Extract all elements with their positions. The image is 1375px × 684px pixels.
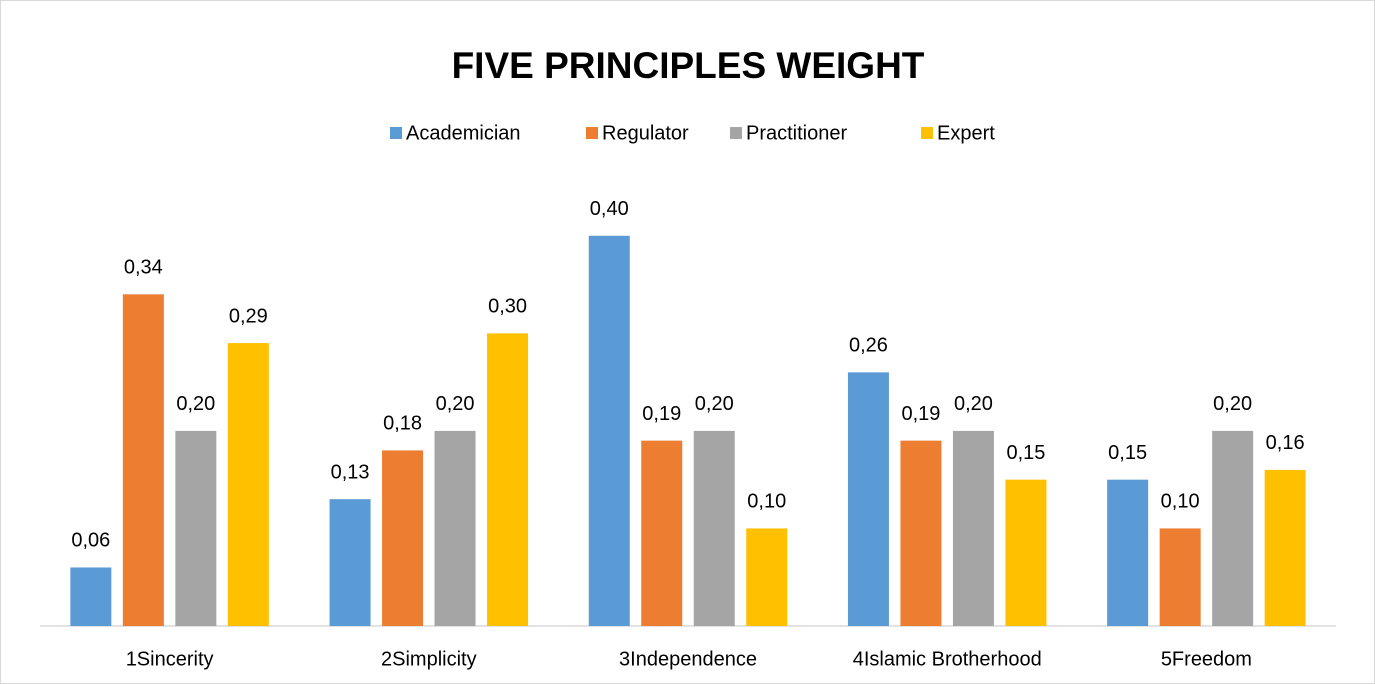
bar bbox=[952, 430, 994, 626]
data-label: 0,19 bbox=[901, 403, 940, 425]
bar bbox=[1005, 479, 1047, 626]
data-label: 0,20 bbox=[695, 393, 734, 415]
x-tick-label: 4Islamic Brotherhood bbox=[853, 648, 1042, 670]
bar bbox=[693, 430, 735, 626]
data-label: 0,19 bbox=[642, 403, 681, 425]
data-label: 0,13 bbox=[331, 461, 370, 483]
bar bbox=[746, 528, 788, 626]
legend-swatch bbox=[390, 127, 402, 139]
x-tick-label: 1Sincerity bbox=[126, 648, 214, 670]
data-label: 0,29 bbox=[229, 305, 268, 327]
legend-label: Expert bbox=[937, 122, 995, 144]
bar bbox=[1107, 479, 1149, 626]
data-label: 0,15 bbox=[1006, 442, 1045, 464]
bar bbox=[122, 294, 164, 626]
bar bbox=[900, 440, 942, 626]
data-label: 0,30 bbox=[488, 296, 527, 318]
legend-label: Regulator bbox=[602, 122, 689, 144]
data-label: 0,18 bbox=[383, 413, 422, 435]
bar bbox=[434, 430, 476, 626]
bar bbox=[1159, 528, 1201, 626]
chart-title: FIVE PRINCIPLES WEIGHT bbox=[452, 45, 925, 86]
bar bbox=[382, 450, 424, 626]
bar bbox=[641, 440, 683, 626]
data-label: 0,10 bbox=[747, 491, 786, 513]
x-tick-label: 5Freedom bbox=[1161, 648, 1252, 670]
bar bbox=[175, 430, 217, 626]
data-label: 0,20 bbox=[436, 393, 475, 415]
legend-swatch bbox=[586, 127, 598, 139]
data-label: 0,20 bbox=[176, 393, 215, 415]
legend-swatch bbox=[730, 127, 742, 139]
bar bbox=[1212, 430, 1254, 626]
data-label: 0,40 bbox=[590, 198, 629, 220]
bar bbox=[227, 343, 269, 626]
data-label: 0,26 bbox=[849, 335, 888, 357]
data-label: 0,06 bbox=[71, 530, 110, 552]
bar bbox=[588, 235, 630, 626]
legend-label: Practitioner bbox=[746, 122, 847, 144]
legend-swatch bbox=[921, 127, 933, 139]
x-tick-label: 2Simplicity bbox=[381, 648, 477, 670]
legend-label: Academician bbox=[406, 122, 521, 144]
data-label: 0,15 bbox=[1108, 442, 1147, 464]
data-label: 0,34 bbox=[124, 257, 163, 279]
bar bbox=[1264, 469, 1306, 626]
data-label: 0,20 bbox=[1213, 393, 1252, 415]
bar bbox=[329, 499, 371, 626]
bar bbox=[70, 567, 112, 626]
data-label: 0,20 bbox=[954, 393, 993, 415]
bar bbox=[847, 372, 889, 626]
bar bbox=[487, 333, 529, 626]
data-label: 0,16 bbox=[1266, 432, 1305, 454]
x-tick-label: 3Independence bbox=[619, 648, 757, 670]
data-label: 0,10 bbox=[1161, 491, 1200, 513]
